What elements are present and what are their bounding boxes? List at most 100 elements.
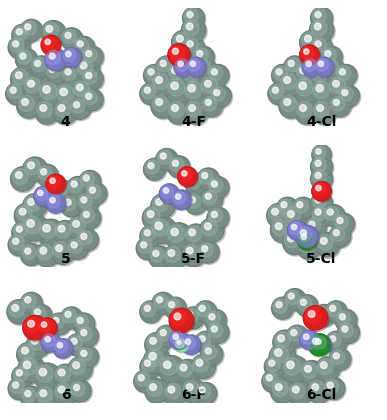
Circle shape (140, 83, 162, 105)
Circle shape (21, 386, 42, 408)
Circle shape (201, 344, 223, 365)
Circle shape (70, 218, 86, 233)
Circle shape (145, 379, 171, 405)
Circle shape (61, 65, 84, 88)
Circle shape (74, 81, 89, 97)
Circle shape (322, 48, 336, 62)
Circle shape (288, 382, 313, 407)
Circle shape (53, 339, 74, 360)
Text: 5: 5 (60, 252, 70, 265)
Circle shape (312, 206, 327, 220)
Circle shape (272, 65, 295, 88)
Circle shape (305, 217, 328, 240)
Circle shape (67, 177, 90, 200)
Circle shape (173, 334, 178, 339)
Circle shape (149, 247, 172, 269)
Circle shape (315, 160, 321, 166)
Circle shape (279, 72, 303, 96)
Circle shape (188, 84, 195, 92)
Circle shape (211, 326, 217, 332)
Circle shape (309, 64, 334, 89)
Circle shape (73, 313, 95, 335)
Circle shape (311, 156, 332, 178)
Circle shape (156, 76, 163, 84)
Circle shape (43, 37, 55, 49)
Circle shape (323, 205, 345, 226)
Circle shape (329, 349, 352, 372)
Circle shape (55, 102, 71, 118)
Circle shape (58, 225, 65, 232)
Circle shape (138, 375, 144, 381)
Circle shape (153, 195, 168, 211)
Circle shape (310, 65, 335, 90)
Circle shape (72, 79, 98, 105)
Circle shape (15, 172, 22, 178)
Circle shape (188, 59, 200, 71)
Circle shape (79, 171, 102, 194)
Circle shape (183, 79, 211, 108)
Circle shape (289, 222, 301, 234)
Circle shape (22, 99, 28, 105)
Circle shape (67, 334, 90, 357)
Circle shape (35, 243, 61, 268)
Circle shape (201, 220, 217, 236)
Circle shape (323, 378, 345, 399)
Circle shape (68, 215, 92, 240)
Circle shape (83, 211, 89, 218)
Circle shape (85, 183, 108, 206)
Circle shape (76, 325, 98, 347)
Circle shape (175, 59, 188, 71)
Circle shape (38, 190, 43, 196)
Circle shape (10, 67, 35, 91)
Circle shape (21, 244, 42, 265)
Circle shape (288, 293, 295, 299)
Circle shape (272, 208, 278, 215)
Circle shape (284, 289, 307, 312)
Circle shape (35, 242, 59, 267)
Circle shape (156, 149, 178, 171)
Circle shape (41, 169, 47, 175)
Circle shape (210, 86, 233, 108)
Circle shape (25, 159, 41, 175)
Circle shape (337, 66, 351, 80)
Circle shape (17, 94, 43, 120)
Circle shape (284, 56, 306, 78)
Circle shape (164, 297, 186, 319)
Circle shape (300, 31, 325, 56)
Circle shape (163, 188, 169, 193)
Circle shape (73, 313, 96, 336)
Circle shape (149, 246, 170, 268)
Circle shape (7, 299, 31, 324)
Circle shape (272, 381, 288, 396)
Circle shape (325, 331, 347, 353)
Circle shape (270, 344, 298, 372)
Circle shape (273, 66, 288, 80)
Circle shape (193, 356, 209, 372)
Circle shape (330, 305, 336, 311)
Circle shape (23, 194, 47, 218)
Circle shape (185, 192, 207, 214)
Circle shape (187, 175, 201, 189)
Circle shape (36, 165, 60, 188)
Circle shape (46, 64, 61, 78)
Circle shape (138, 239, 152, 253)
Circle shape (187, 194, 201, 208)
Circle shape (16, 226, 22, 232)
Circle shape (311, 20, 327, 36)
Circle shape (183, 244, 199, 260)
Circle shape (327, 209, 333, 215)
Circle shape (300, 67, 307, 74)
Circle shape (311, 168, 332, 190)
Circle shape (196, 302, 211, 317)
Circle shape (169, 330, 188, 349)
Circle shape (311, 8, 334, 31)
Circle shape (269, 360, 275, 366)
Circle shape (272, 297, 295, 320)
Circle shape (199, 243, 213, 257)
Circle shape (207, 207, 230, 231)
Circle shape (165, 383, 181, 399)
Circle shape (333, 99, 339, 105)
Circle shape (150, 248, 164, 262)
Circle shape (295, 100, 319, 124)
Circle shape (316, 185, 321, 191)
